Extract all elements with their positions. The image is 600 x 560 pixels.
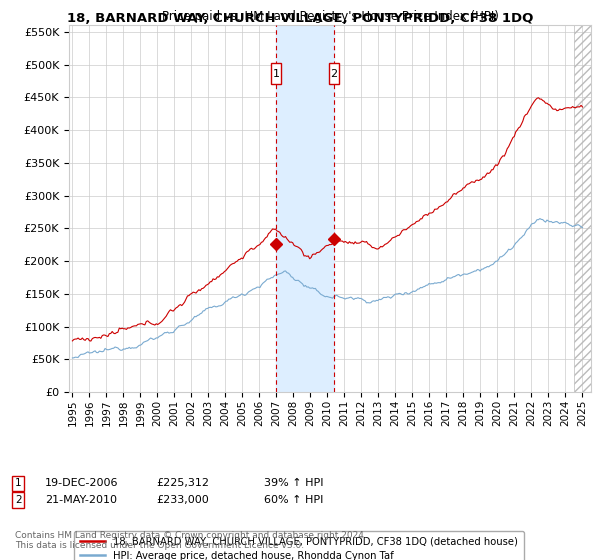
Title: Price paid vs. HM Land Registry's House Price Index (HPI): Price paid vs. HM Land Registry's House … [161, 10, 499, 22]
Text: 60% ↑ HPI: 60% ↑ HPI [264, 495, 323, 505]
Text: 2: 2 [331, 69, 337, 78]
Text: 39% ↑ HPI: 39% ↑ HPI [264, 478, 323, 488]
Text: 21-MAY-2010: 21-MAY-2010 [45, 495, 117, 505]
Legend: 18, BARNARD WAY, CHURCH VILLAGE, PONTYPRIDD, CF38 1DQ (detached house), HPI: Ave: 18, BARNARD WAY, CHURCH VILLAGE, PONTYPR… [74, 531, 524, 560]
Text: 1: 1 [272, 69, 280, 78]
FancyBboxPatch shape [329, 63, 338, 84]
Text: Contains HM Land Registry data © Crown copyright and database right 2024.
This d: Contains HM Land Registry data © Crown c… [15, 530, 367, 550]
Text: £233,000: £233,000 [156, 495, 209, 505]
Text: 18, BARNARD WAY, CHURCH VILLAGE, PONTYPRIDD, CF38 1DQ: 18, BARNARD WAY, CHURCH VILLAGE, PONTYPR… [67, 12, 533, 25]
FancyBboxPatch shape [271, 63, 281, 84]
Text: £225,312: £225,312 [156, 478, 209, 488]
Text: 1: 1 [15, 478, 22, 488]
Text: 2: 2 [15, 495, 22, 505]
Text: 19-DEC-2006: 19-DEC-2006 [45, 478, 119, 488]
Bar [276, 25, 334, 392]
Bar [574, 25, 591, 392]
